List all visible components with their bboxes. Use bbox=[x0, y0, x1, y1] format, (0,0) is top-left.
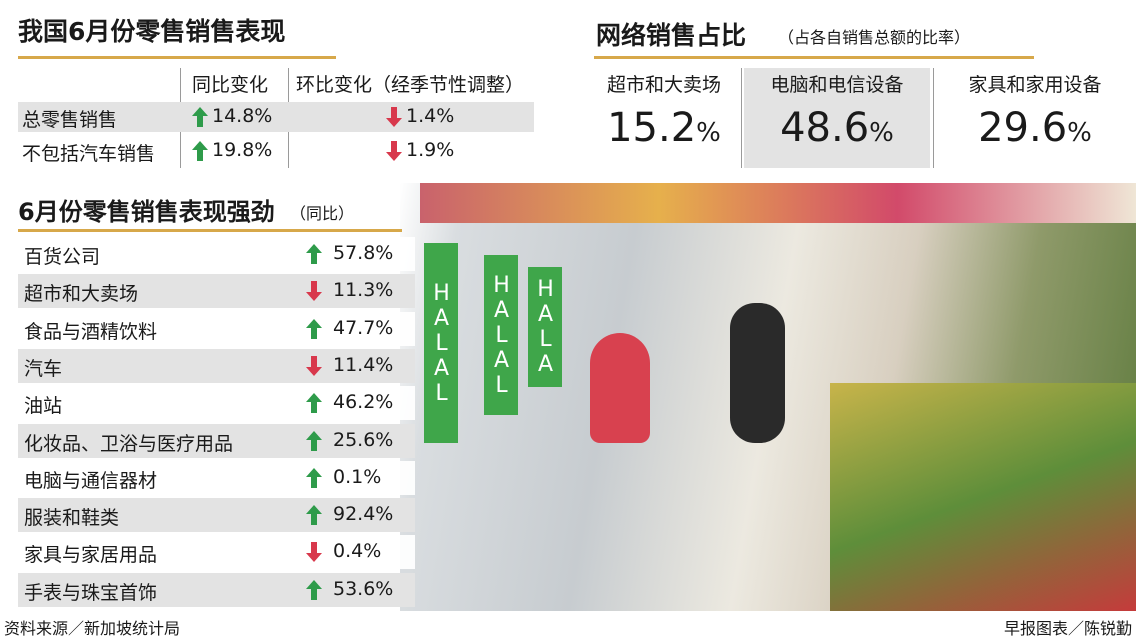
photo-produce bbox=[830, 383, 1136, 611]
section-subtitle: （同比） bbox=[290, 204, 355, 223]
share-label: 电脑和电信设备 bbox=[770, 74, 904, 96]
share-value: 15.2 bbox=[607, 105, 697, 151]
share-cell: 家具和家用设备 29.6% bbox=[936, 70, 1134, 151]
supermarket-photo: HALAL HALAL HALA bbox=[400, 183, 1136, 611]
row-label: 油站 bbox=[24, 395, 63, 418]
row-bg bbox=[18, 102, 534, 132]
column-header: 同比变化 bbox=[192, 74, 269, 96]
underline bbox=[594, 56, 1034, 59]
row-bg bbox=[18, 535, 415, 570]
change-value: 46.2% bbox=[333, 391, 394, 414]
change-value: 1.9% bbox=[406, 139, 455, 161]
row-label: 总零售销售 bbox=[22, 109, 118, 131]
change-value: 53.6% bbox=[333, 577, 394, 600]
arrow-up bbox=[306, 505, 322, 526]
arrow-down bbox=[306, 542, 322, 563]
row-bg bbox=[18, 386, 415, 421]
change-value: 0.4% bbox=[333, 540, 382, 563]
online-title: 网络销售占比 bbox=[596, 21, 747, 50]
online-subtitle: （占各自销售总额的比率） bbox=[778, 28, 971, 47]
row-label: 服装和鞋类 bbox=[24, 507, 120, 530]
change-value: 1.4% bbox=[406, 105, 455, 127]
photo-person bbox=[730, 303, 785, 443]
row-bg bbox=[18, 423, 415, 458]
halal-sign: HALAL bbox=[424, 243, 458, 443]
share-value-wrap: 48.6% bbox=[744, 105, 930, 151]
share-cell: 超市和大卖场 15.2% bbox=[590, 70, 738, 151]
change-value: 14.8% bbox=[212, 105, 273, 127]
row-label: 不包括汽车销售 bbox=[22, 143, 156, 165]
share-label: 超市和大卖场 bbox=[606, 74, 721, 96]
arrow-up bbox=[306, 430, 322, 451]
row-label: 化妆品、卫浴与医疗用品 bbox=[24, 432, 234, 455]
section-title: 6月份零售销售表现强劲 bbox=[18, 198, 275, 226]
column-header: 环比变化（经季节性调整） bbox=[296, 74, 525, 96]
arrow-down bbox=[386, 141, 402, 161]
change-value: 92.4% bbox=[333, 503, 394, 526]
change-value: 25.6% bbox=[333, 428, 394, 451]
change-value: 19.8% bbox=[212, 139, 273, 161]
row-label: 手表与珠宝首饰 bbox=[24, 581, 158, 604]
arrow-up bbox=[306, 393, 322, 414]
divider bbox=[741, 68, 742, 168]
row-label: 电脑与通信器材 bbox=[24, 469, 158, 492]
row-bg bbox=[18, 460, 415, 495]
row-label: 食品与酒精饮料 bbox=[24, 320, 158, 343]
row-bg bbox=[18, 237, 415, 271]
share-label: 家具和家用设备 bbox=[968, 74, 1102, 96]
arrow-up bbox=[306, 318, 322, 339]
divider bbox=[933, 68, 934, 168]
change-value: 57.8% bbox=[333, 242, 394, 264]
arrow-up bbox=[306, 579, 322, 600]
row-bg bbox=[18, 348, 415, 383]
underline bbox=[18, 229, 402, 232]
share-unit: % bbox=[696, 118, 721, 148]
row-bg bbox=[18, 311, 415, 346]
arrow-down bbox=[306, 281, 322, 302]
arrow-up bbox=[192, 141, 208, 161]
share-value-wrap: 29.6% bbox=[936, 105, 1134, 151]
row-bg bbox=[18, 498, 415, 533]
row-label: 汽车 bbox=[24, 357, 63, 380]
change-value: 11.4% bbox=[333, 353, 394, 376]
row-bg bbox=[18, 572, 415, 607]
halal-sign: HALA bbox=[528, 267, 562, 387]
share-unit: % bbox=[869, 118, 894, 148]
credit: 早报图表／陈锐勤 bbox=[1003, 619, 1132, 638]
photo-person bbox=[590, 333, 650, 443]
arrow-up bbox=[306, 467, 322, 488]
row-label: 百货公司 bbox=[24, 246, 101, 268]
row-label: 家具与家居用品 bbox=[24, 544, 158, 567]
underline bbox=[18, 56, 336, 59]
arrow-down bbox=[306, 355, 322, 376]
change-value: 0.1% bbox=[333, 465, 382, 488]
source: 资料来源／新加坡统计局 bbox=[4, 619, 181, 638]
cell-bg bbox=[744, 68, 930, 168]
share-value: 48.6 bbox=[780, 105, 870, 151]
share-unit: % bbox=[1067, 118, 1092, 148]
row-bg bbox=[18, 274, 415, 309]
arrow-up bbox=[192, 107, 208, 127]
share-cell: 电脑和电信设备 48.6% bbox=[744, 70, 930, 151]
photo-bunting bbox=[420, 183, 1136, 223]
arrow-down bbox=[386, 107, 402, 127]
arrow-up bbox=[306, 244, 322, 264]
share-value-wrap: 15.2% bbox=[590, 105, 738, 151]
row-label: 超市和大卖场 bbox=[24, 283, 139, 306]
main-title: 我国6月份零售销售表现 bbox=[18, 17, 286, 46]
share-value: 29.6 bbox=[978, 105, 1068, 151]
halal-sign: HALAL bbox=[484, 255, 518, 415]
change-value: 11.3% bbox=[333, 279, 394, 302]
change-value: 47.7% bbox=[333, 316, 394, 339]
